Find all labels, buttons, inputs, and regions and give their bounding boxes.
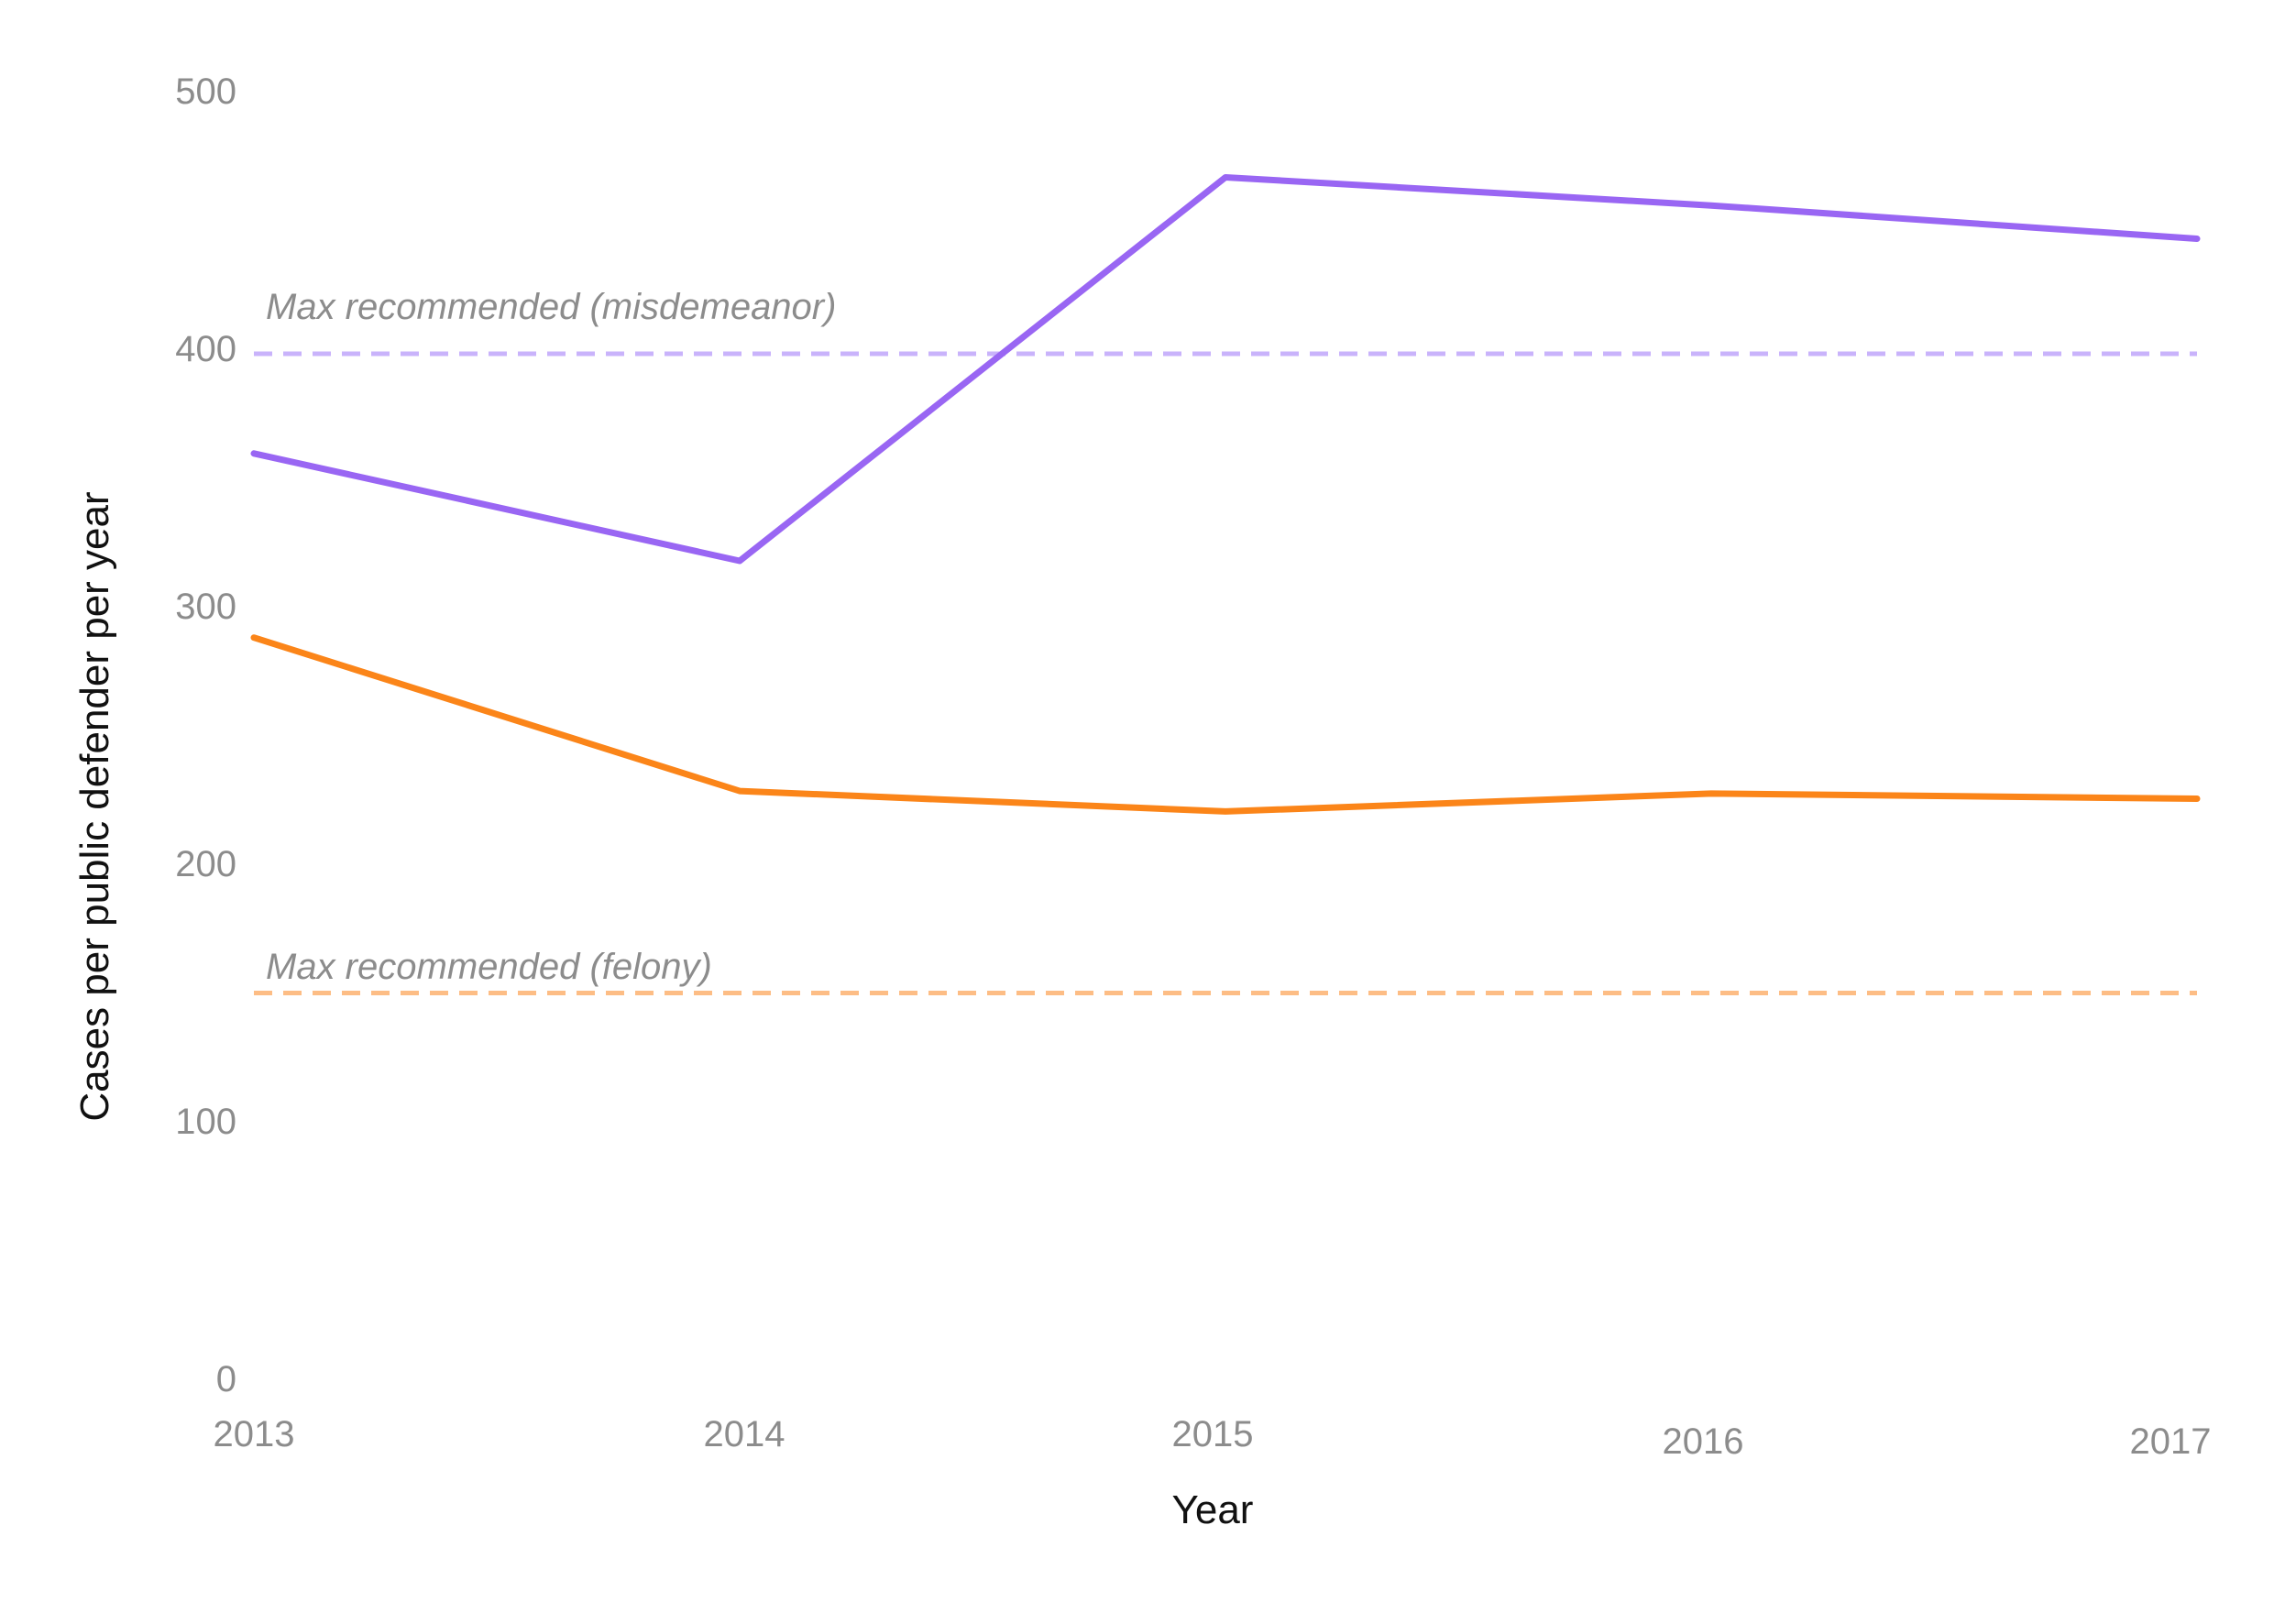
misdemeanor-reference-label: Max recommended (misdemeanor): [266, 287, 836, 327]
x-tick-label: 2016: [1663, 1421, 1744, 1462]
y-tick-label: 400: [175, 329, 236, 369]
series-line-2: [250, 634, 2201, 815]
x-axis-ticks: 2013 2014 2015 2016 2017: [214, 1414, 2212, 1462]
y-tick-label: 300: [175, 587, 236, 627]
x-tick-label: 2015: [1172, 1414, 1254, 1454]
x-tick-label: 2014: [704, 1414, 785, 1454]
y-tick-label: 100: [175, 1102, 236, 1142]
x-tick-label: 2013: [214, 1414, 295, 1454]
y-axis-ticks: 0 100 200 300 400 500: [175, 71, 236, 1399]
x-axis-title: Year: [1172, 1487, 1254, 1532]
y-tick-label: 0: [216, 1359, 236, 1399]
y-tick-label: 200: [175, 844, 236, 884]
y-axis-title: Cases per public defender per year: [72, 491, 117, 1121]
y-tick-label: 500: [175, 71, 236, 112]
felony-reference-label: Max recommended (felony): [266, 947, 712, 987]
series-lines: [250, 174, 2201, 815]
series-line-1: [250, 174, 2201, 565]
x-tick-label: 2017: [2130, 1421, 2212, 1462]
reference-lines: [254, 351, 2197, 995]
